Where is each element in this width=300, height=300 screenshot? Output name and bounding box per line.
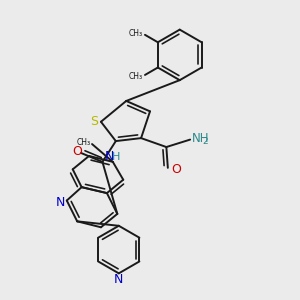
Text: O: O — [73, 145, 82, 158]
Text: S: S — [90, 115, 98, 128]
Text: O: O — [171, 163, 181, 176]
Text: CH₃: CH₃ — [128, 72, 142, 81]
Text: 2: 2 — [202, 137, 208, 146]
Text: H: H — [112, 152, 120, 162]
Text: CH₃: CH₃ — [128, 29, 142, 38]
Text: NH: NH — [192, 132, 209, 145]
Text: N: N — [56, 196, 65, 208]
Text: N: N — [114, 273, 124, 286]
Text: N: N — [104, 150, 114, 163]
Text: CH₃: CH₃ — [76, 138, 90, 147]
